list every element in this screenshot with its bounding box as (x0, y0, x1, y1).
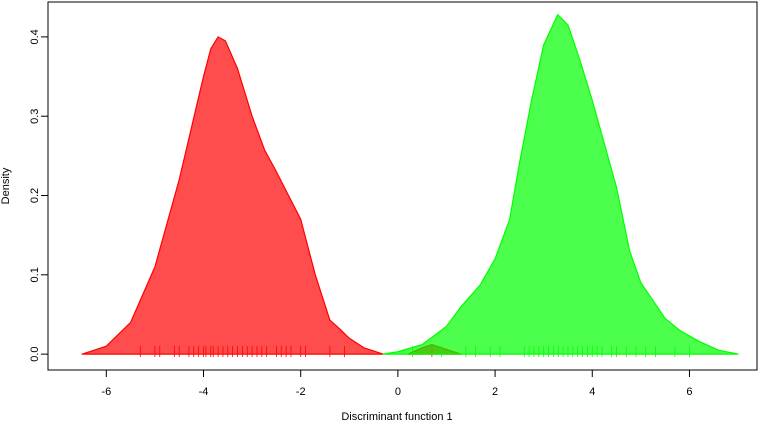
y-tick-label: 0.4 (29, 29, 41, 44)
x-tick-label: 2 (492, 386, 498, 398)
x-tick-label: -2 (296, 386, 306, 398)
y-tick-label: 0.1 (29, 267, 41, 282)
x-tick-label: 0 (395, 386, 401, 398)
x-tick-label: -4 (199, 386, 209, 398)
x-tick-label: 6 (686, 386, 692, 398)
plot-box (47, 1, 758, 371)
density-area (81, 36, 462, 355)
y-tick-label: 0.0 (29, 346, 41, 361)
density-area (382, 14, 739, 355)
x-tick-label: 4 (589, 386, 595, 398)
y-tick-label: 0.2 (29, 188, 41, 203)
y-tick-label: 0.3 (29, 109, 41, 124)
x-axis-label: Discriminant function 1 (341, 411, 452, 423)
x-tick-label: -6 (101, 386, 111, 398)
y-axis-label: Density (0, 167, 12, 204)
